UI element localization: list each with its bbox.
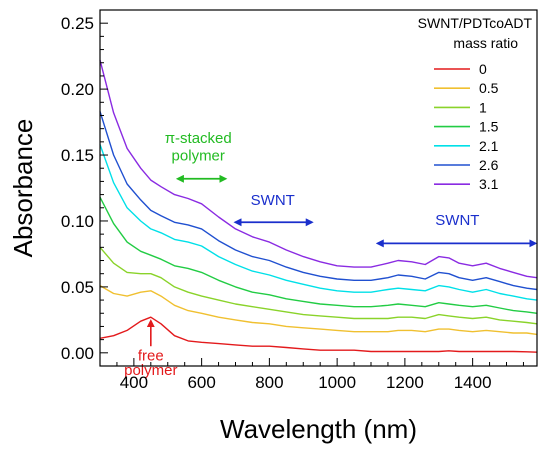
legend: SWNT/PDTcoADT mass ratio 0 0.5 1 1.5 2.1 2.6 3… — [418, 15, 533, 192]
series-line-0.5 — [99, 284, 538, 336]
legend-label-0: 0 — [479, 61, 487, 77]
legend-label-3.1: 3.1 — [479, 176, 499, 192]
x-tick-label: 1200 — [386, 373, 424, 392]
legend-entries: 0 0.5 1 1.5 2.1 2.6 3.1 — [434, 61, 499, 192]
series-line-3.1 — [99, 59, 538, 279]
legend-label-1: 1 — [479, 99, 487, 115]
y-tick-label: 0.00 — [61, 344, 94, 363]
series-line-1 — [99, 246, 538, 325]
y-tick-label: 0.15 — [61, 146, 94, 165]
legend-title-line1: SWNT/PDTcoADT — [418, 15, 533, 31]
x-tick-label: 400 — [120, 373, 148, 392]
x-tick-label: 1000 — [318, 373, 356, 392]
free-polymer-label-line1: free — [138, 348, 164, 365]
plot-frame — [99, 9, 538, 367]
x-tick-label: 600 — [187, 373, 215, 392]
y-tick-label: 0.25 — [61, 14, 94, 33]
swnt-visible-label: SWNT — [251, 192, 295, 209]
x-tick-label: 1400 — [454, 373, 492, 392]
x-tick-label: 800 — [255, 373, 283, 392]
y-tick-label: 0.20 — [61, 80, 94, 99]
series-line-2.1 — [99, 144, 538, 301]
pi-stacked-label-line2: polymer — [172, 147, 225, 164]
legend-label-0.5: 0.5 — [479, 80, 499, 96]
series-line-1.5 — [99, 196, 538, 314]
legend-label-2.1: 2.1 — [479, 138, 499, 154]
legend-label-2.6: 2.6 — [479, 157, 499, 173]
series-line-2.6 — [99, 111, 538, 291]
x-axis-title: Wavelength (nm) — [220, 414, 417, 444]
y-axis-title: Absorbance — [8, 119, 38, 258]
x-axis-ticks: 400 600 800 1000 1200 1400 — [99, 358, 524, 392]
swnt-nir-label: SWNT — [435, 212, 479, 229]
legend-label-1.5: 1.5 — [479, 119, 499, 135]
pi-stacked-label-line1: π-stacked — [165, 130, 232, 147]
y-tick-label: 0.05 — [61, 278, 94, 297]
series-line-0 — [99, 316, 538, 353]
y-tick-label: 0.10 — [61, 212, 94, 231]
y-axis-ticks: 0.00 0.05 0.10 0.15 0.20 0.25 — [61, 9, 108, 363]
legend-title-line2: mass ratio — [453, 35, 518, 51]
series-layer — [99, 59, 538, 353]
